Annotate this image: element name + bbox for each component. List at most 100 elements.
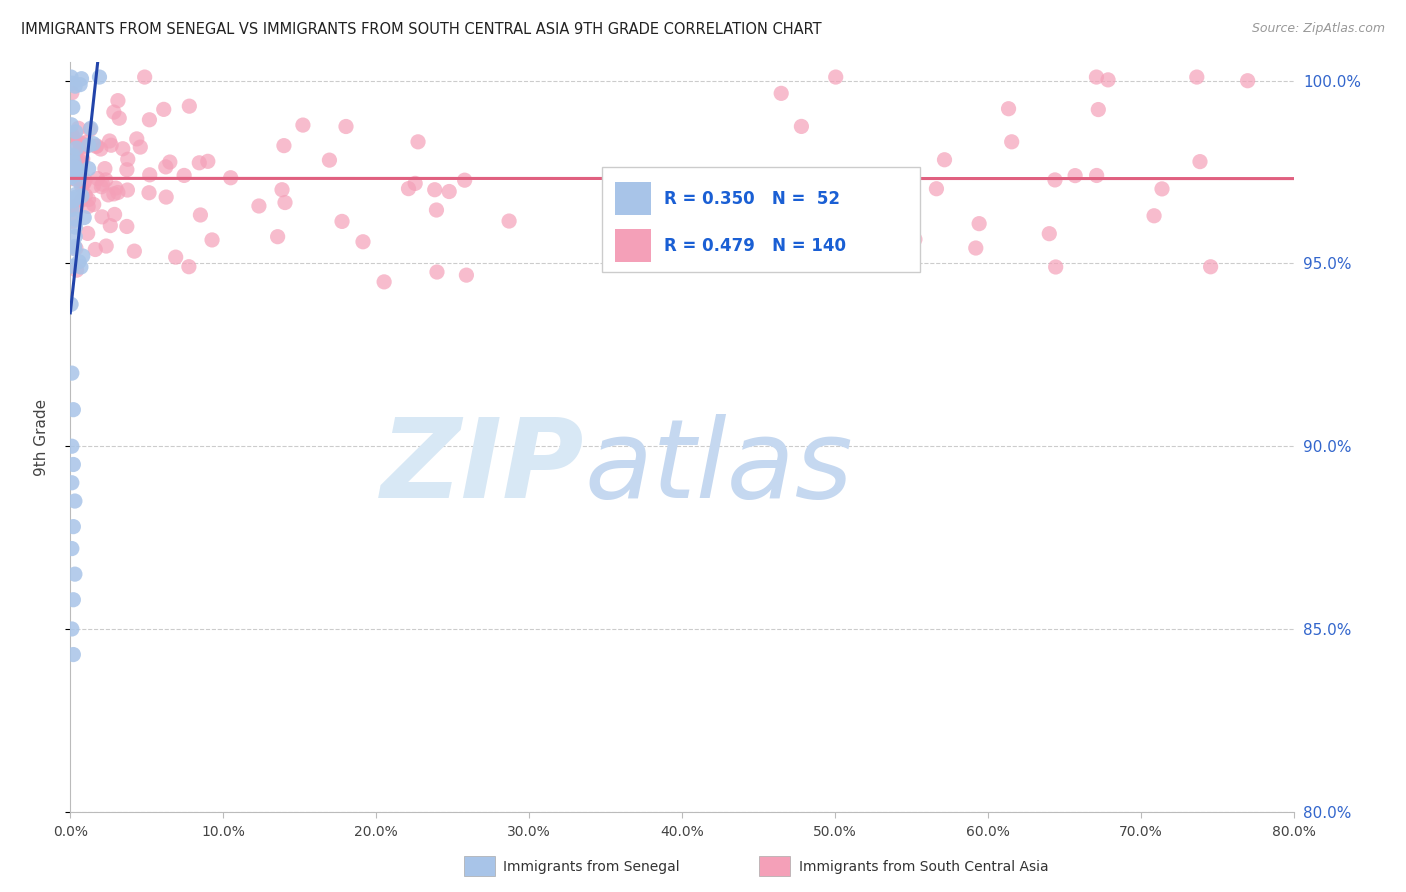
Point: [873, 203, 896, 218]
Point: [498, 214, 520, 228]
Bar: [614, 228, 651, 262]
Text: Immigrants from Senegal: Immigrants from Senegal: [503, 860, 681, 874]
Point: [824, 70, 846, 84]
Point: [65, 125, 87, 139]
Point: [1064, 169, 1087, 183]
Text: 70.0%: 70.0%: [1119, 825, 1163, 839]
Point: [91, 210, 114, 224]
Text: 80.0%: 80.0%: [1271, 825, 1316, 839]
Point: [152, 103, 174, 117]
Point: [318, 153, 340, 168]
Point: [65, 190, 87, 204]
Point: [1236, 73, 1258, 87]
Point: [63, 160, 86, 174]
Point: [65, 229, 87, 244]
Point: [69, 154, 91, 169]
Point: [103, 186, 125, 201]
Point: [70, 179, 93, 194]
Point: [60, 259, 83, 273]
Point: [1038, 227, 1060, 241]
Point: [997, 102, 1019, 116]
FancyBboxPatch shape: [602, 168, 921, 272]
Text: ZIP: ZIP: [381, 414, 583, 521]
Point: [89, 70, 111, 84]
Point: [60, 366, 83, 380]
Point: [967, 217, 990, 231]
Point: [138, 112, 160, 127]
Point: [173, 169, 195, 183]
Point: [129, 140, 152, 154]
Point: [62, 157, 84, 171]
Point: [62, 193, 84, 207]
Point: [62, 194, 84, 208]
Point: [90, 142, 112, 156]
Point: [1097, 73, 1119, 87]
Point: [423, 183, 446, 197]
Point: [425, 202, 447, 217]
Point: [934, 153, 956, 167]
Point: [1045, 260, 1067, 274]
Point: [79, 122, 101, 136]
Point: [426, 265, 449, 279]
Point: [60, 194, 83, 208]
Point: [62, 458, 84, 472]
Point: [65, 220, 87, 235]
Point: [661, 170, 683, 185]
Point: [60, 297, 83, 311]
Point: [1143, 209, 1166, 223]
Point: [406, 135, 429, 149]
Point: [437, 185, 460, 199]
Point: [60, 127, 83, 141]
Point: [62, 100, 84, 114]
Point: [266, 229, 288, 244]
Point: [83, 197, 105, 211]
Point: [60, 475, 83, 490]
Point: [60, 171, 83, 186]
Point: [76, 135, 98, 149]
Point: [115, 162, 138, 177]
Point: [165, 250, 187, 264]
Point: [60, 541, 83, 556]
Text: 0.0%: 0.0%: [53, 825, 87, 839]
Point: [70, 71, 93, 86]
Point: [790, 120, 813, 134]
Point: [330, 214, 353, 228]
Point: [115, 219, 138, 234]
Point: [73, 173, 96, 187]
Point: [98, 219, 121, 233]
Point: [1185, 70, 1208, 84]
Point: [100, 138, 122, 153]
Point: [69, 172, 91, 186]
Point: [125, 132, 148, 146]
Point: [1001, 135, 1024, 149]
Point: [159, 155, 181, 169]
Point: [70, 260, 93, 274]
Point: [63, 494, 86, 508]
Point: [94, 173, 117, 187]
Point: [76, 227, 98, 241]
Point: [66, 161, 89, 176]
Point: [96, 239, 118, 253]
Point: [1199, 260, 1222, 274]
Point: [770, 87, 793, 101]
Text: IMMIGRANTS FROM SENEGAL VS IMMIGRANTS FROM SOUTH CENTRAL ASIA 9TH GRADE CORRELAT: IMMIGRANTS FROM SENEGAL VS IMMIGRANTS FR…: [21, 22, 821, 37]
Point: [155, 190, 177, 204]
Point: [62, 134, 84, 148]
Point: [373, 275, 395, 289]
Point: [62, 164, 84, 178]
Point: [65, 212, 87, 227]
Point: [65, 148, 87, 162]
Point: [60, 86, 83, 100]
Point: [1085, 169, 1108, 183]
Point: [398, 181, 420, 195]
Point: [647, 177, 669, 191]
Text: 20.0%: 20.0%: [354, 825, 398, 839]
Point: [271, 183, 294, 197]
Point: [60, 202, 83, 217]
Point: [63, 154, 86, 169]
Point: [73, 176, 96, 190]
Point: [155, 160, 177, 174]
Point: [77, 161, 100, 176]
Point: [91, 177, 114, 191]
Point: [60, 118, 83, 132]
